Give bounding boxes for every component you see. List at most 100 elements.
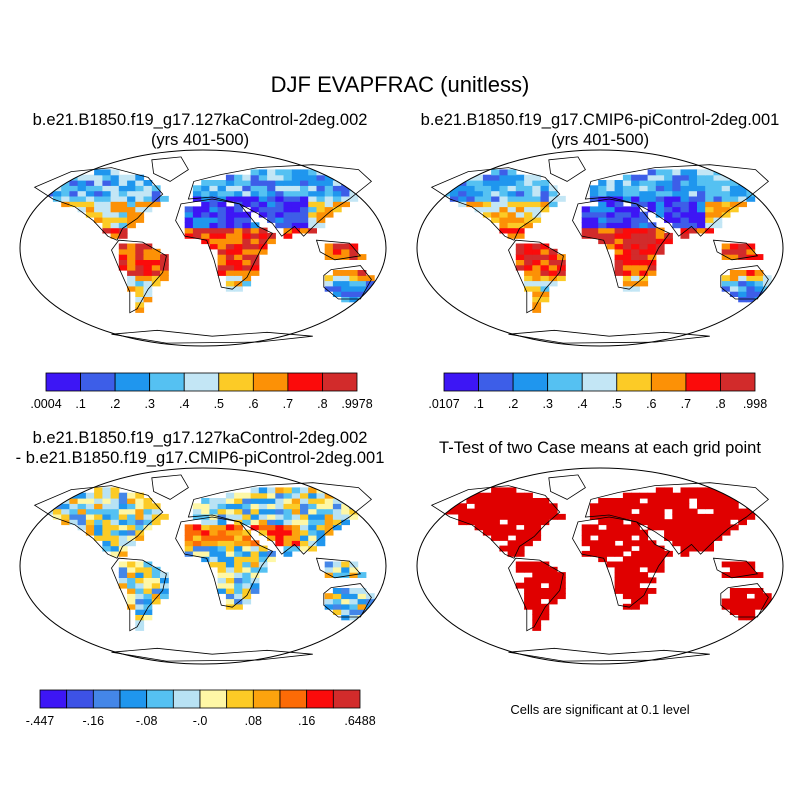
panel-2-title-line2: (yrs 401-500) [550, 131, 650, 149]
grid-cell [672, 535, 682, 541]
grid-cell [250, 524, 260, 531]
grid-cell [697, 174, 706, 181]
grid-cell [102, 185, 112, 192]
grid-cell [598, 238, 607, 245]
grid-cell [672, 519, 682, 526]
grid-cell [680, 185, 690, 192]
grid-cell [127, 524, 136, 531]
grid-cell [324, 190, 334, 197]
grid-cell [680, 513, 690, 520]
grid-cell [598, 519, 607, 526]
grid-cell [639, 545, 649, 552]
grid-cell [127, 174, 136, 181]
grid-cell [209, 545, 219, 552]
grid-cell [466, 513, 476, 520]
grid-cell [217, 243, 227, 250]
grid-cell [524, 222, 533, 229]
grid-cell [258, 248, 268, 255]
grid-cell [738, 185, 747, 192]
grid-cell [349, 508, 359, 515]
grid-cell [127, 492, 136, 499]
grid-cell [524, 201, 533, 208]
grid-cell [664, 550, 673, 557]
grid-cell [557, 254, 566, 260]
grid-cell [135, 492, 145, 499]
grid-cell [217, 180, 227, 186]
colorbar-label: .0107 [428, 397, 459, 411]
grid-cell [721, 492, 731, 499]
grid-cell [705, 222, 714, 229]
grid-cell [275, 513, 285, 520]
grid-cell [622, 222, 632, 229]
grid-cell [631, 519, 640, 526]
grid-cell [135, 174, 145, 181]
grid-cell [127, 503, 136, 510]
grid-cell [499, 195, 509, 202]
grid-cell [606, 243, 616, 250]
grid-cell [655, 206, 665, 213]
grid-cell [639, 513, 649, 520]
grid-cell [631, 254, 640, 260]
grid-cell [316, 174, 326, 181]
grid-cell [127, 222, 136, 229]
grid-cell [127, 598, 136, 605]
grid-cell [515, 492, 525, 499]
grid-cell [357, 603, 367, 610]
grid-cell [746, 270, 756, 276]
grid-cell [540, 603, 550, 610]
grid-cell [441, 503, 451, 510]
grid-cell [217, 498, 227, 504]
grid-cell [324, 524, 334, 531]
grid-cell [135, 498, 145, 504]
grid-cell [581, 524, 591, 531]
grid-cell [209, 195, 219, 202]
grid-cell [209, 524, 219, 531]
grid-cell [622, 498, 632, 504]
grid-cell [631, 174, 640, 181]
grid-cell [242, 593, 252, 600]
grid-cell [267, 180, 276, 186]
grid-cell [201, 190, 210, 197]
grid-cell [754, 588, 764, 594]
grid-cell [515, 519, 525, 526]
grid-cell [300, 180, 309, 186]
grid-cell [655, 211, 665, 218]
grid-cell [449, 190, 459, 197]
grid-cell [267, 529, 276, 536]
grid-cell [647, 222, 657, 229]
grid-cell [688, 174, 698, 181]
grid-cell [184, 524, 194, 531]
grid-cell [639, 211, 649, 218]
grid-cell [655, 232, 665, 239]
grid-cell [110, 492, 120, 499]
grid-cell [507, 550, 517, 557]
grid-cell [688, 217, 698, 223]
colorbar-box [149, 372, 185, 392]
grid-cell [225, 259, 235, 266]
grid-cell [225, 248, 235, 255]
grid-cell [598, 540, 607, 547]
grid-cell [614, 195, 624, 202]
grid-cell [441, 190, 451, 197]
grid-cell [655, 201, 665, 208]
grid-cell [532, 513, 542, 520]
grid-cell [118, 248, 128, 255]
grid-cell [647, 577, 657, 584]
grid-cell [524, 280, 533, 287]
grid-cell [242, 211, 252, 218]
grid-cell [160, 195, 169, 202]
grid-cell [184, 227, 194, 234]
grid-cell [746, 169, 756, 176]
grid-cell [217, 524, 227, 531]
grid-cell [300, 201, 309, 208]
colorbar-box [183, 372, 220, 392]
grid-cell [341, 503, 350, 510]
colorbar-label: .8 [317, 397, 327, 411]
grid-cell [557, 593, 566, 600]
grid-cell [110, 508, 120, 515]
grid-cell [738, 572, 747, 578]
grid-cell [548, 508, 558, 515]
grid-cell [622, 561, 632, 568]
grid-cell [110, 232, 120, 239]
grid-cell [664, 238, 673, 245]
